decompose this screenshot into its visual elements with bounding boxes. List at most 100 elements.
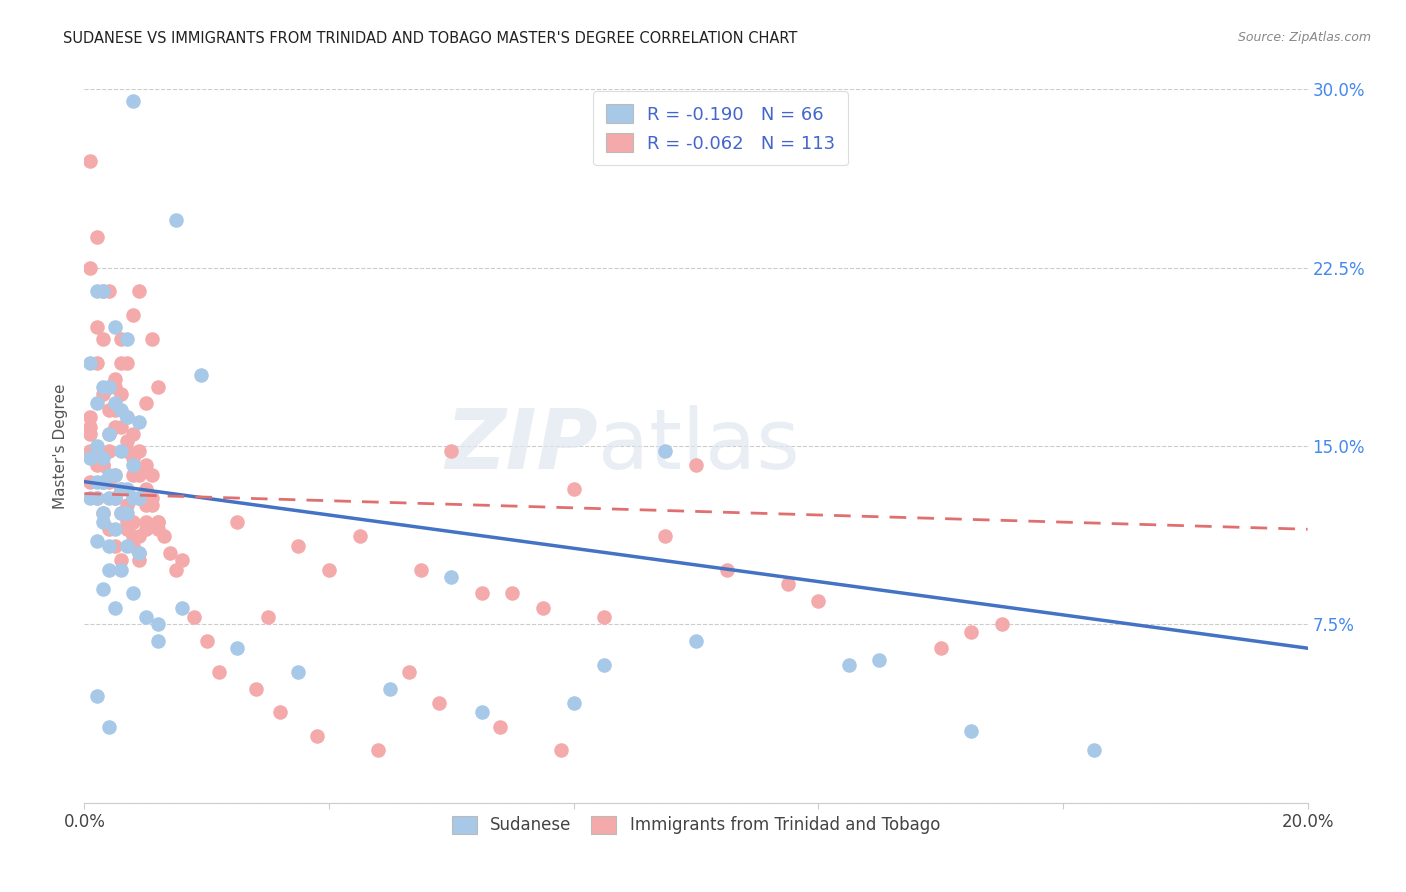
- Point: [104, 372, 127, 386]
- Point: [110, 443, 132, 458]
- Point: [110, 563, 132, 577]
- Point: [86, 491, 108, 506]
- Point: [409, 563, 432, 577]
- Point: [153, 529, 176, 543]
- Point: [115, 434, 138, 449]
- Point: [165, 213, 187, 227]
- Point: [86, 396, 108, 410]
- Point: [97, 427, 120, 442]
- Point: [135, 610, 157, 624]
- Point: [91, 450, 114, 465]
- Point: [122, 450, 145, 465]
- Point: [128, 529, 150, 543]
- Point: [146, 522, 169, 536]
- Point: [122, 539, 145, 553]
- Point: [97, 563, 120, 577]
- Point: [128, 553, 150, 567]
- Point: [128, 546, 150, 560]
- Point: [562, 696, 585, 710]
- Point: [115, 410, 138, 425]
- Point: [502, 586, 524, 600]
- Point: [991, 617, 1014, 632]
- Point: [79, 410, 101, 425]
- Point: [110, 386, 132, 401]
- Point: [135, 458, 157, 472]
- Point: [115, 522, 138, 536]
- Point: [305, 729, 328, 743]
- Point: [115, 515, 138, 529]
- Point: [398, 665, 420, 679]
- Point: [269, 706, 291, 720]
- Point: [550, 743, 572, 757]
- Point: [115, 443, 138, 458]
- Point: [97, 539, 120, 553]
- Point: [776, 577, 799, 591]
- Point: [110, 506, 132, 520]
- Point: [91, 285, 114, 299]
- Point: [122, 427, 145, 442]
- Point: [716, 563, 738, 577]
- Point: [245, 681, 267, 696]
- Point: [654, 443, 676, 458]
- Point: [128, 491, 150, 506]
- Point: [104, 491, 127, 506]
- Point: [86, 320, 108, 334]
- Text: atlas: atlas: [598, 406, 800, 486]
- Point: [257, 610, 280, 624]
- Point: [110, 553, 132, 567]
- Point: [97, 720, 120, 734]
- Point: [97, 522, 120, 536]
- Point: [91, 458, 114, 472]
- Point: [141, 491, 163, 506]
- Point: [562, 482, 585, 496]
- Point: [91, 332, 114, 346]
- Point: [86, 443, 108, 458]
- Point: [79, 450, 101, 465]
- Point: [440, 443, 463, 458]
- Point: [86, 689, 108, 703]
- Point: [122, 467, 145, 482]
- Point: [489, 720, 512, 734]
- Point: [79, 491, 101, 506]
- Point: [195, 634, 218, 648]
- Point: [104, 491, 127, 506]
- Point: [367, 743, 389, 757]
- Point: [593, 657, 616, 672]
- Point: [110, 403, 132, 417]
- Point: [86, 491, 108, 506]
- Point: [1083, 743, 1105, 757]
- Point: [104, 600, 127, 615]
- Point: [685, 634, 707, 648]
- Point: [122, 491, 145, 506]
- Point: [86, 534, 108, 549]
- Point: [97, 443, 120, 458]
- Point: [128, 467, 150, 482]
- Point: [807, 593, 830, 607]
- Point: [141, 332, 163, 346]
- Point: [79, 420, 101, 434]
- Point: [440, 570, 463, 584]
- Point: [128, 491, 150, 506]
- Point: [128, 546, 150, 560]
- Point: [104, 522, 127, 536]
- Point: [79, 356, 101, 370]
- Point: [97, 475, 120, 489]
- Point: [115, 506, 138, 520]
- Point: [86, 229, 108, 244]
- Point: [115, 332, 138, 346]
- Point: [91, 506, 114, 520]
- Point: [79, 475, 101, 489]
- Point: [531, 600, 554, 615]
- Point: [159, 546, 181, 560]
- Point: [471, 706, 494, 720]
- Point: [128, 415, 150, 429]
- Point: [226, 641, 249, 656]
- Point: [91, 475, 114, 489]
- Point: [122, 515, 145, 529]
- Point: [86, 285, 108, 299]
- Point: [135, 522, 157, 536]
- Point: [183, 610, 205, 624]
- Point: [172, 553, 194, 567]
- Point: [104, 420, 127, 434]
- Point: [165, 563, 187, 577]
